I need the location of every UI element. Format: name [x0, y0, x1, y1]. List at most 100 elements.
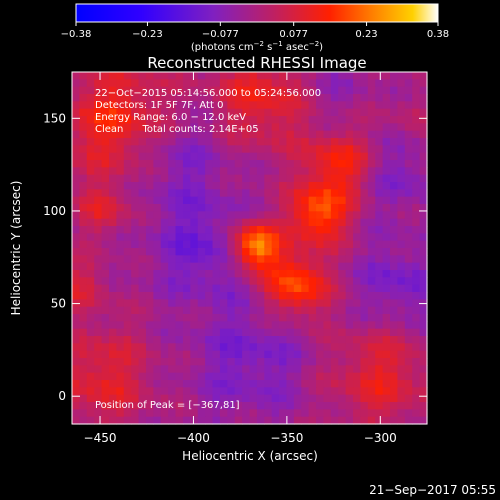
heatmap-cell: [205, 130, 214, 139]
heatmap-cell: [108, 299, 117, 308]
heatmap-cell: [219, 372, 228, 381]
heatmap-cell: [219, 402, 228, 410]
heatmap-cell: [256, 116, 265, 124]
heatmap-cell: [234, 226, 243, 234]
heatmap-cell: [286, 328, 295, 337]
heatmap-cell: [249, 152, 258, 161]
heatmap-cell: [353, 380, 362, 388]
heatmap-cell: [367, 174, 376, 183]
heatmap-cell: [108, 409, 117, 418]
heatmap-cell: [79, 240, 88, 249]
heatmap-cell: [153, 380, 162, 388]
heatmap-cell: [242, 372, 251, 381]
heatmap-cell: [419, 380, 428, 388]
heatmap-cell: [330, 182, 339, 190]
heatmap-cell: [271, 233, 280, 242]
heatmap-cell: [153, 108, 162, 117]
heatmap-cell: [256, 145, 265, 154]
heatmap-cell: [338, 416, 347, 425]
heatmap-cell: [390, 262, 399, 271]
heatmap-cell: [286, 138, 295, 146]
heatmap-cell: [301, 189, 310, 198]
heatmap-cell: [323, 189, 332, 198]
heatmap-cell: [108, 248, 117, 256]
heatmap-cell: [101, 270, 110, 278]
heatmap-cell: [86, 145, 95, 154]
heatmap-cell: [138, 116, 147, 124]
heatmap-cell: [138, 233, 147, 242]
heatmap-cell: [138, 196, 147, 205]
heatmap-cell: [330, 372, 339, 381]
heatmap-cell: [367, 211, 376, 220]
heatmap-cell: [160, 218, 169, 227]
heatmap-cell: [345, 292, 354, 300]
heatmap-cell: [242, 211, 251, 220]
heatmap-cell: [338, 255, 347, 264]
heatmap-cell: [175, 336, 184, 344]
heatmap-cell: [404, 72, 413, 80]
heatmap-cell: [86, 196, 95, 205]
heatmap-cell: [360, 262, 369, 271]
heatmap-cell: [131, 218, 140, 227]
heatmap-cell: [219, 211, 228, 220]
y-axis-label: Heliocentric Y (arcsec): [9, 181, 23, 316]
heatmap-cell: [234, 130, 243, 139]
heatmap-cell: [404, 270, 413, 278]
heatmap-cell: [353, 182, 362, 190]
heatmap-cell: [197, 182, 206, 190]
heatmap-cell: [279, 380, 288, 388]
heatmap-cell: [212, 314, 221, 322]
heatmap-cell: [353, 72, 362, 80]
heatmap-cell: [353, 416, 362, 425]
heatmap-cell: [79, 321, 88, 330]
heatmap-cell: [94, 336, 103, 344]
heatmap-cell: [94, 409, 103, 418]
heatmap-cell: [279, 116, 288, 124]
heatmap-cell: [316, 72, 325, 80]
heatmap-cell: [197, 336, 206, 344]
heatmap-cell: [116, 314, 125, 322]
heatmap-cell: [301, 123, 310, 132]
heatmap-cell: [101, 226, 110, 234]
heatmap-cell: [227, 262, 236, 271]
heatmap-cell: [286, 211, 295, 220]
heatmap-cell: [219, 416, 228, 425]
heatmap-cell: [160, 416, 169, 425]
heatmap-cell: [242, 402, 251, 410]
heatmap-cell: [168, 211, 177, 220]
heatmap-cell: [168, 292, 177, 300]
heatmap-cell: [390, 358, 399, 366]
heatmap-cell: [330, 94, 339, 102]
heatmap-cell: [271, 123, 280, 132]
heatmap-cell: [338, 299, 347, 308]
heatmap-cell: [316, 343, 325, 352]
heatmap-cell: [360, 314, 369, 322]
heatmap-cell: [353, 167, 362, 176]
heatmap-cell: [131, 328, 140, 337]
heatmap-cell: [249, 226, 258, 234]
heatmap-cell: [249, 402, 258, 410]
colorbar-tick-label: 0.077: [279, 29, 308, 40]
heatmap-cell: [271, 196, 280, 205]
heatmap-cell: [323, 204, 332, 212]
heatmap-cell: [293, 365, 302, 374]
heatmap-cell: [264, 240, 273, 249]
heatmap-cell: [308, 138, 317, 146]
heatmap-cell: [212, 233, 221, 242]
heatmap-cell: [256, 130, 265, 139]
heatmap-cell: [227, 211, 236, 220]
heatmap-cell: [316, 306, 325, 315]
heatmap-cell: [242, 152, 251, 161]
heatmap-cell: [330, 226, 339, 234]
heatmap-cell: [219, 314, 228, 322]
heatmap-cell: [301, 409, 310, 418]
heatmap-cell: [382, 262, 391, 271]
heatmap-cell: [397, 196, 406, 205]
heatmap-cell: [293, 108, 302, 117]
heatmap-cell: [382, 292, 391, 300]
heatmap-cell: [382, 226, 391, 234]
heatmap-cell: [330, 394, 339, 403]
heatmap-cell: [212, 394, 221, 403]
heatmap-cell: [279, 262, 288, 271]
heatmap-cell: [190, 196, 199, 205]
